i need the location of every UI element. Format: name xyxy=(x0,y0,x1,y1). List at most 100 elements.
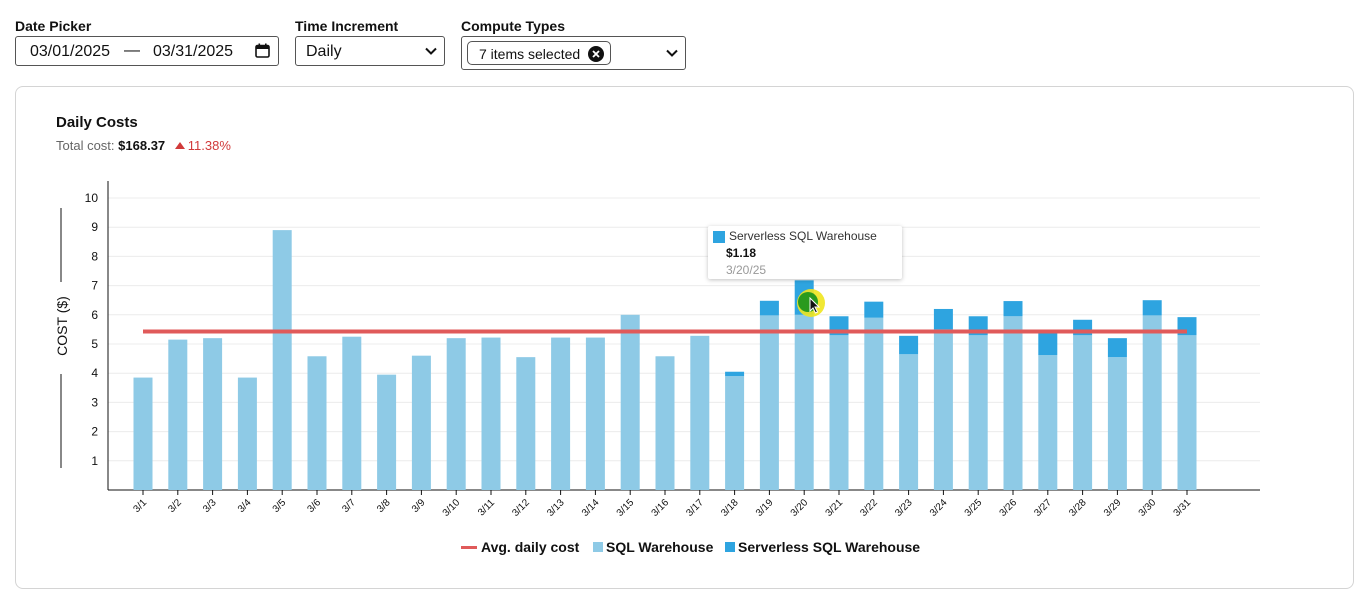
y-tick-label: 5 xyxy=(91,337,98,351)
x-tick-label: 3/31 xyxy=(1172,497,1194,519)
x-tick-label: 3/6 xyxy=(306,497,324,515)
bar-sql-warehouse xyxy=(794,314,814,490)
bar-sql-warehouse xyxy=(1003,316,1023,490)
bar-sql-warehouse xyxy=(1073,335,1093,490)
x-tick-label: 3/1 xyxy=(132,497,150,515)
bar-sql-warehouse xyxy=(585,337,605,490)
bar-sql-warehouse xyxy=(203,338,223,490)
cost-change: 11.38% xyxy=(187,138,231,153)
legend-serverless: Serverless SQL Warehouse xyxy=(725,539,920,555)
total-cost: Total cost: $168.37 11.38% xyxy=(56,138,231,153)
bar-sql-warehouse xyxy=(516,357,536,490)
x-tick-label: 3/13 xyxy=(545,497,567,519)
bar-serverless-sql-warehouse xyxy=(1038,331,1058,356)
x-tick-label: 3/18 xyxy=(719,497,741,519)
x-tick-label: 3/12 xyxy=(510,497,532,519)
bar-sql-warehouse xyxy=(342,336,362,490)
legend-serverless-label: Serverless SQL Warehouse xyxy=(738,539,921,555)
bar-serverless-sql-warehouse xyxy=(933,308,953,330)
chevron-down-icon[interactable] xyxy=(424,44,438,63)
compute-types-select[interactable]: 7 items selected xyxy=(461,36,686,70)
chart-tooltip: Serverless SQL Warehouse $1.18 3/20/25 xyxy=(708,226,902,279)
y-tick-label: 1 xyxy=(91,454,98,468)
x-tick-label: 3/3 xyxy=(201,497,219,515)
legend-line-marker xyxy=(461,546,477,549)
time-increment-select[interactable]: Daily xyxy=(295,36,445,66)
y-tick-label: 8 xyxy=(91,249,98,263)
legend-sql: SQL Warehouse xyxy=(593,539,713,555)
x-tick-label: 3/17 xyxy=(684,497,706,519)
bar-sql-warehouse xyxy=(829,335,849,490)
compute-types-label: Compute Types xyxy=(461,18,565,34)
card-title: Daily Costs xyxy=(56,114,138,131)
x-tick-label: 3/20 xyxy=(789,497,811,519)
chevron-down-icon[interactable] xyxy=(665,46,679,65)
selected-items-chip: 7 items selected xyxy=(467,41,611,65)
calendar-icon[interactable] xyxy=(255,43,270,63)
y-tick-label: 10 xyxy=(85,191,99,205)
x-tick-label: 3/9 xyxy=(410,497,428,515)
x-tick-label: 3/11 xyxy=(476,497,497,518)
legend-serverless-swatch xyxy=(725,542,735,552)
y-tick-label: 4 xyxy=(91,366,98,380)
legend-avg-label: Avg. daily cost xyxy=(481,539,580,555)
legend-avg: Avg. daily cost xyxy=(461,539,579,555)
bar-sql-warehouse xyxy=(1142,315,1162,490)
x-tick-label: 3/21 xyxy=(824,497,846,519)
bar-sql-warehouse xyxy=(481,337,501,490)
x-tick-label: 3/16 xyxy=(650,497,672,519)
y-tick-label: 7 xyxy=(91,279,98,293)
x-tick-label: 3/25 xyxy=(963,497,985,519)
tooltip-date: 3/20/25 xyxy=(726,263,767,277)
x-tick-label: 3/14 xyxy=(580,497,602,519)
clear-icon[interactable] xyxy=(588,46,604,65)
bar-serverless-sql-warehouse xyxy=(759,300,779,316)
x-tick-label: 3/4 xyxy=(236,497,254,515)
x-tick-label: 3/8 xyxy=(375,497,393,515)
bar-serverless-sql-warehouse xyxy=(1107,338,1127,358)
legend-sql-label: SQL Warehouse xyxy=(606,539,714,555)
date-picker[interactable]: 03/01/2025 — 03/31/2025 xyxy=(15,36,279,66)
x-tick-label: 3/30 xyxy=(1137,497,1159,519)
trend-up-icon xyxy=(174,142,185,149)
x-tick-label: 3/10 xyxy=(441,497,463,519)
bar-sql-warehouse xyxy=(237,377,257,490)
time-increment-value: Daily xyxy=(306,43,342,60)
y-tick-label: 2 xyxy=(91,425,98,439)
selected-items-text: 7 items selected xyxy=(479,46,581,62)
x-tick-label: 3/28 xyxy=(1067,497,1089,519)
bar-serverless-sql-warehouse xyxy=(725,371,745,377)
x-tick-label: 3/7 xyxy=(340,497,358,515)
bar-sql-warehouse xyxy=(307,356,327,490)
time-increment-label: Time Increment xyxy=(295,18,399,34)
x-tick-label: 3/24 xyxy=(928,497,950,519)
tooltip-swatch xyxy=(713,231,725,243)
x-tick-label: 3/15 xyxy=(615,497,637,519)
end-date-input[interactable]: 03/31/2025 xyxy=(153,43,234,60)
bar-sql-warehouse xyxy=(168,339,188,490)
bar-sql-warehouse xyxy=(551,337,571,490)
total-cost-label: Total cost: xyxy=(56,138,115,153)
x-tick-label: 3/22 xyxy=(858,497,880,519)
bar-sql-warehouse xyxy=(1107,357,1127,490)
tooltip-series: Serverless SQL Warehouse xyxy=(729,229,877,243)
tooltip-value: $1.18 xyxy=(726,246,757,260)
x-tick-label: 3/23 xyxy=(893,497,915,519)
bar-sql-warehouse xyxy=(133,377,153,490)
bar-serverless-sql-warehouse xyxy=(899,335,919,355)
bar-sql-warehouse xyxy=(1177,335,1197,490)
x-tick-label: 3/5 xyxy=(271,497,289,515)
bar-serverless-sql-warehouse xyxy=(1003,301,1023,317)
date-picker-label: Date Picker xyxy=(15,18,92,34)
start-date-input[interactable]: 03/01/2025 xyxy=(30,43,111,60)
bar-sql-warehouse xyxy=(377,374,397,490)
bar-sql-warehouse xyxy=(933,329,953,490)
x-tick-label: 3/19 xyxy=(754,497,776,519)
x-tick-label: 3/27 xyxy=(1032,497,1054,519)
bar-sql-warehouse xyxy=(899,354,919,490)
x-tick-label: 3/29 xyxy=(1102,497,1124,519)
bar-sql-warehouse xyxy=(864,317,884,490)
date-separator: — xyxy=(124,42,140,59)
y-tick-label: 9 xyxy=(91,220,98,234)
